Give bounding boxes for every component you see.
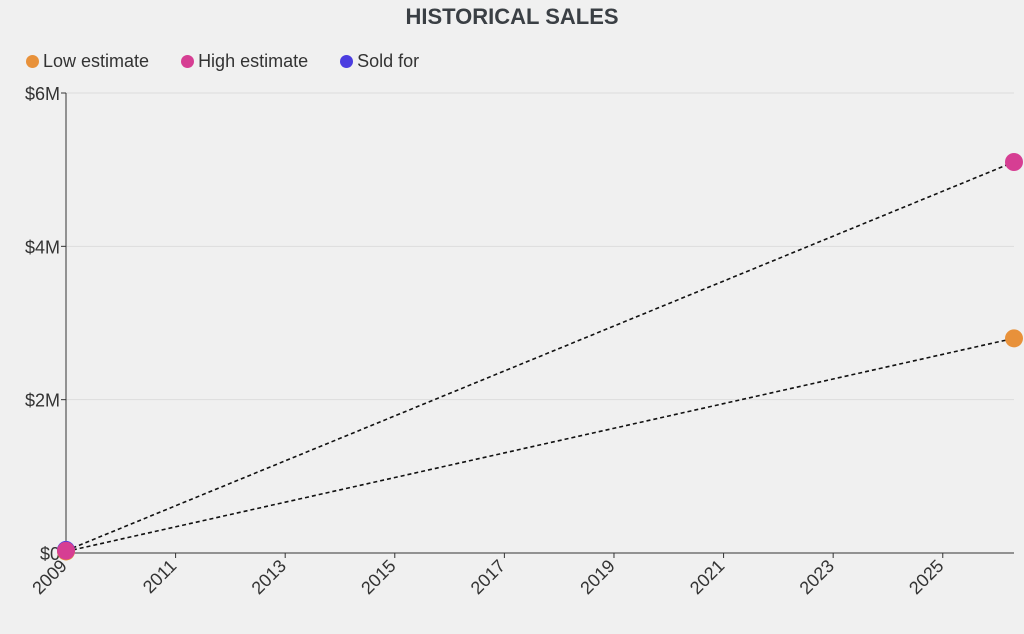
legend-swatch-low-estimate: [26, 55, 39, 68]
x-tick-label: 2011: [139, 556, 181, 598]
legend-item-low-estimate[interactable]: Low estimate: [26, 51, 149, 72]
x-tick-label: 2015: [357, 556, 399, 598]
x-tick-label: 2013: [248, 556, 290, 598]
x-tick-label: 2009: [28, 556, 70, 598]
legend-item-sold-for[interactable]: Sold for: [340, 51, 419, 72]
x-tick-label: 2023: [796, 556, 838, 598]
y-tick-label: $2M: [25, 391, 60, 411]
legend-label-sold-for: Sold for: [357, 51, 420, 71]
x-tick-label: 2021: [686, 556, 728, 598]
x-tick-label: 2019: [576, 556, 618, 598]
x-tick-label: 2017: [467, 556, 509, 598]
y-tick-label: $6M: [25, 84, 60, 104]
legend-swatch-sold-for: [340, 55, 354, 68]
data-point-high-estimate: [57, 541, 75, 560]
legend: Low estimate High estimate Sold for: [26, 51, 419, 72]
legend-item-high-estimate[interactable]: High estimate: [181, 51, 308, 72]
y-tick-label: $4M: [25, 237, 60, 257]
x-tick-label: 2025: [905, 556, 947, 598]
legend-label-low-estimate: Low estimate: [43, 51, 150, 71]
data-point-high-estimate: [1005, 153, 1023, 171]
chart-title: HISTORICAL SALES: [405, 4, 619, 29]
data-point-low-estimate: [1005, 329, 1023, 348]
series-line-low-estimate: [65, 337, 1015, 553]
series-line-high-estimate: [65, 161, 1015, 552]
legend-swatch-high-estimate: [181, 55, 195, 68]
y-tick-label: $0: [40, 544, 60, 564]
legend-label-high-estimate: High estimate: [198, 51, 309, 71]
